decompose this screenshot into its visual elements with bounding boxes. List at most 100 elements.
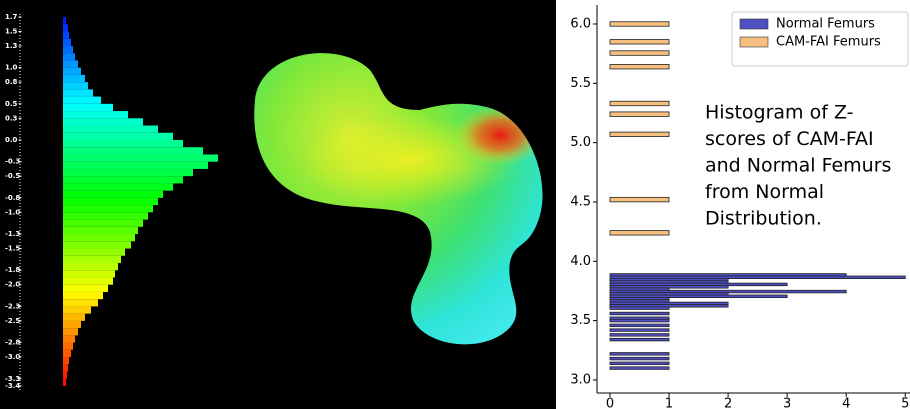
bar bbox=[609, 21, 670, 27]
colorbar-tick-label: 1.0 bbox=[5, 64, 18, 72]
colorbar-bar bbox=[63, 67, 81, 75]
y-tick-label: 5.5 bbox=[570, 76, 591, 91]
colorbar-tick bbox=[18, 67, 22, 69]
colorbar-bar bbox=[63, 320, 81, 329]
colorbar-bar bbox=[63, 248, 125, 256]
colorbar-bar bbox=[63, 335, 75, 343]
bar bbox=[609, 306, 670, 310]
colorbar-tick bbox=[18, 385, 22, 387]
colorbar-tick bbox=[18, 342, 22, 344]
colorbar-tick bbox=[18, 211, 22, 213]
legend bbox=[731, 11, 909, 67]
x-tick-label: 4 bbox=[842, 397, 850, 409]
colorbar-bar bbox=[63, 219, 143, 227]
x-tick-label: 1 bbox=[665, 397, 673, 409]
bar bbox=[609, 100, 670, 107]
colorbar-tick-label: 0.0 bbox=[5, 136, 18, 144]
colorbar-bar bbox=[63, 270, 115, 278]
colorbar-tick bbox=[18, 30, 22, 32]
bar bbox=[609, 361, 670, 366]
colorbar-bar bbox=[63, 190, 163, 198]
colorbar-bar bbox=[63, 31, 69, 39]
colorbar-tick-label: -3.3 bbox=[5, 375, 20, 383]
y-tick-label: 4.0 bbox=[570, 254, 591, 269]
colorbar-bar bbox=[63, 103, 113, 112]
colorbar-bar bbox=[63, 183, 173, 191]
colorbar-tick bbox=[18, 305, 22, 307]
x-tick-label: 0 bbox=[606, 397, 614, 409]
colorbar-tick-label: -2.3 bbox=[5, 302, 20, 310]
colorbar-tick bbox=[18, 161, 22, 163]
colorbar-bar bbox=[63, 226, 138, 235]
colorbar-bar bbox=[63, 168, 193, 177]
colorbar-bar bbox=[63, 17, 66, 25]
colorbar-tick bbox=[18, 175, 22, 177]
colorbar-bar bbox=[63, 125, 158, 133]
annotation-line: Distribution. bbox=[705, 208, 822, 230]
colorbar-tick bbox=[18, 233, 22, 235]
bar bbox=[609, 337, 670, 342]
colorbar-tick-label: 1.5 bbox=[5, 27, 18, 35]
colorbar-bar bbox=[63, 45, 73, 54]
bar bbox=[609, 111, 670, 117]
colorbar-tick bbox=[18, 139, 22, 141]
colorbar-bar bbox=[63, 147, 203, 155]
y-tick-label: 4.5 bbox=[570, 194, 591, 209]
colorbar-tick bbox=[18, 45, 22, 47]
bar bbox=[609, 333, 670, 337]
colorbar-tick bbox=[18, 284, 22, 286]
colorbar-bar bbox=[63, 371, 67, 379]
colorbar-bar bbox=[63, 263, 118, 271]
colorbar-bar bbox=[63, 255, 121, 263]
legend-label: CAM-FAI Femurs bbox=[776, 35, 881, 50]
colorbar-bar bbox=[63, 74, 85, 83]
colorbar-bar bbox=[63, 284, 108, 292]
y-tick-label: 3.5 bbox=[570, 313, 591, 328]
bar bbox=[609, 328, 670, 332]
colorbar-bar bbox=[63, 342, 73, 350]
colorbar-bar bbox=[63, 212, 148, 220]
colorbar-bar bbox=[63, 118, 143, 126]
colorbar-bar bbox=[63, 378, 66, 386]
colorbar-tick-label: -1.3 bbox=[5, 230, 20, 238]
colorbar-tick-label: -1.0 bbox=[5, 208, 20, 216]
y-tick-label: 3.0 bbox=[570, 372, 591, 387]
colorbar-tick bbox=[18, 378, 22, 380]
colorbar-bar bbox=[63, 313, 85, 321]
colorbar-bar bbox=[63, 197, 158, 206]
bar bbox=[609, 311, 670, 316]
bar bbox=[609, 352, 670, 356]
colorbar-bar bbox=[63, 357, 69, 365]
colorbar-tick-label: -2.0 bbox=[5, 281, 20, 289]
bar bbox=[609, 39, 670, 45]
colorbar-tick-label: -0.3 bbox=[5, 158, 20, 166]
annotation-line: Histogram of Z- bbox=[705, 102, 854, 124]
annotation-line: and Normal Femurs bbox=[705, 155, 891, 177]
colorbar-bar bbox=[63, 111, 128, 119]
bar bbox=[609, 366, 670, 370]
x-tick-label: 2 bbox=[724, 397, 732, 409]
colorbar-tick-label: 1.7 bbox=[5, 13, 18, 21]
colorbar-bar bbox=[63, 132, 173, 140]
colorbar-bar bbox=[63, 53, 75, 61]
colorbar-tick bbox=[18, 117, 22, 119]
colorbar-bar bbox=[63, 349, 71, 358]
colorbar-tick-label: -1.8 bbox=[5, 266, 20, 274]
colorbar-bar bbox=[63, 299, 98, 307]
colorbar-bar bbox=[63, 234, 135, 242]
colorbar-bar bbox=[63, 140, 183, 148]
bar bbox=[609, 356, 670, 361]
legend-label: Normal Femurs bbox=[776, 17, 875, 32]
colorbar-tick-label: -0.5 bbox=[5, 172, 20, 180]
colorbar-bar bbox=[63, 24, 68, 32]
colorbar-bar bbox=[63, 328, 78, 336]
colorbar-tick bbox=[18, 248, 22, 250]
colorbar-tick bbox=[18, 320, 22, 322]
colorbar-bar bbox=[63, 306, 91, 314]
annotation-line: scores of CAM-FAI bbox=[705, 128, 874, 150]
bar bbox=[609, 131, 670, 137]
colorbar-bar bbox=[63, 277, 113, 285]
y-tick-label: 5.0 bbox=[570, 135, 591, 150]
colorbar-tick bbox=[18, 81, 22, 83]
